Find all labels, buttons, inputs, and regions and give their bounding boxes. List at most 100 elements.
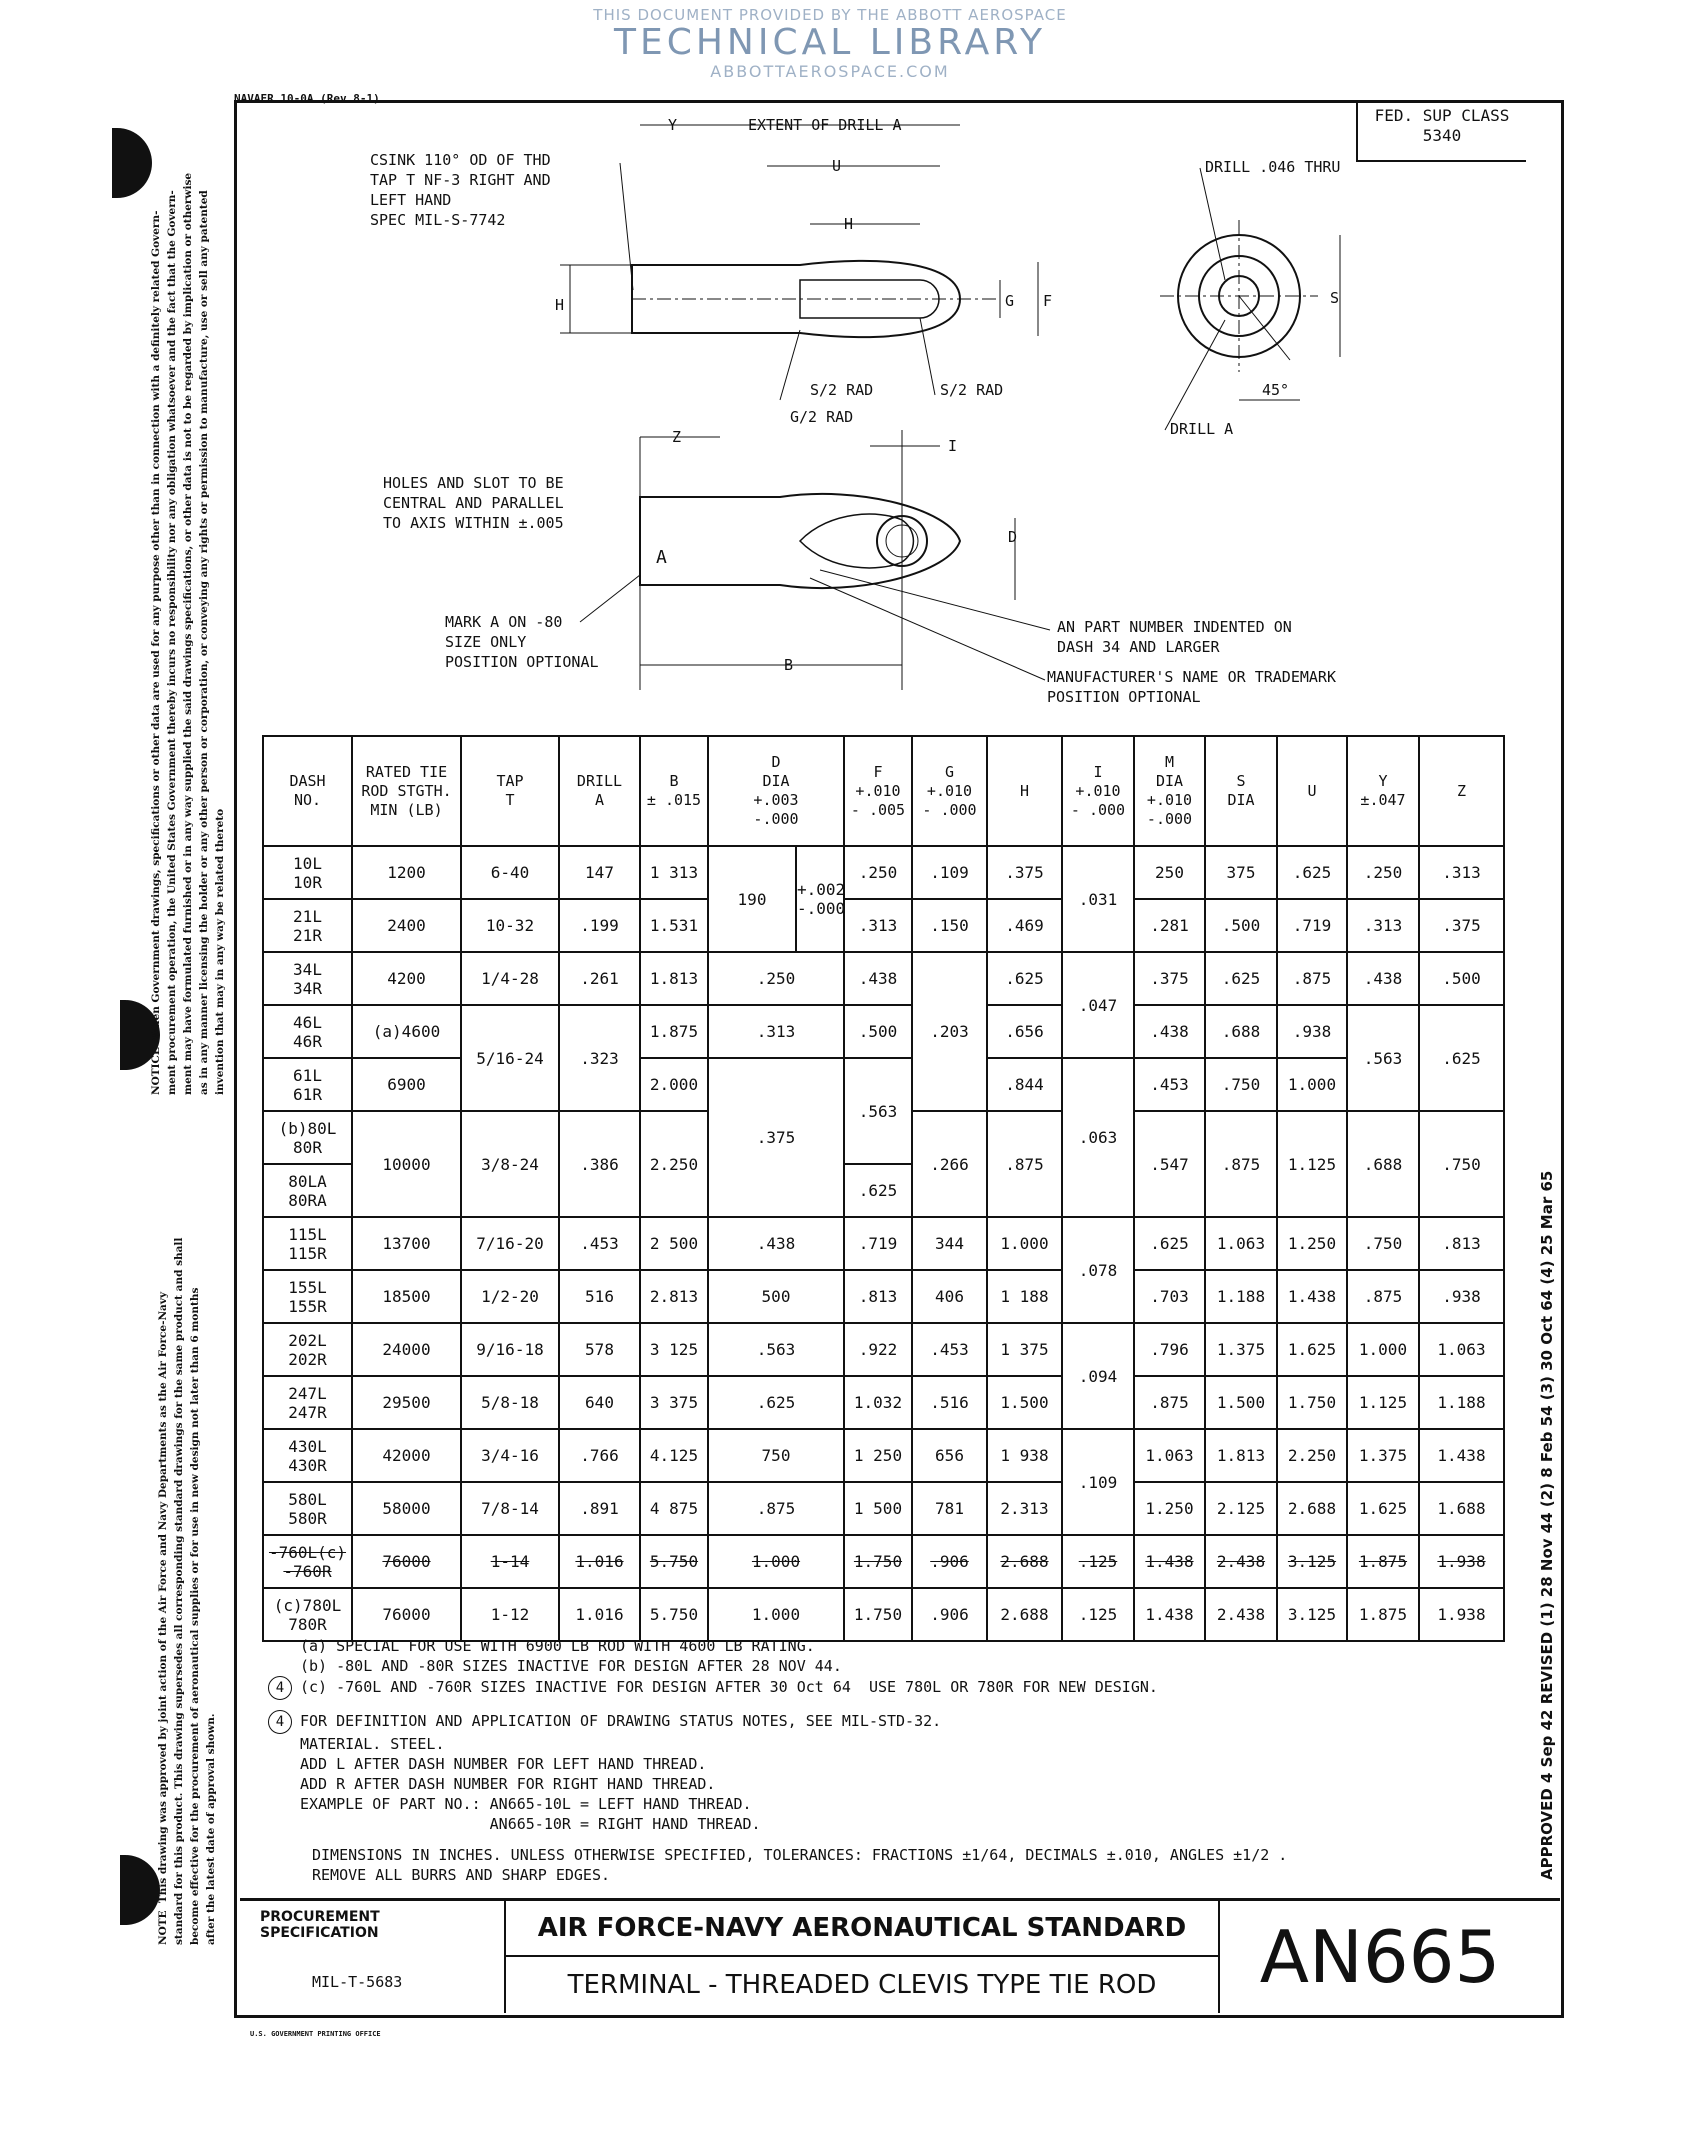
table-cell: 29500 — [351, 1375, 462, 1430]
table-cell: 1.188 — [1418, 1375, 1505, 1430]
table-cell: 1.500 — [986, 1375, 1063, 1430]
dim-b-label: B — [784, 656, 793, 674]
table-cell: 1 250 — [843, 1428, 913, 1483]
table-cell: 1.625 — [1346, 1481, 1420, 1536]
table-cell: 1.438 — [1276, 1269, 1348, 1324]
table-cell: 1.125 — [1276, 1110, 1348, 1218]
table-cell: 1-14 — [460, 1534, 560, 1589]
dim-u-label: U — [832, 157, 841, 175]
table-cell: 1/4-28 — [460, 951, 560, 1006]
dash-number-cell: 202L 202R — [262, 1322, 353, 1377]
table-cell: .813 — [1418, 1216, 1505, 1271]
table-cell: 1 500 — [843, 1481, 913, 1536]
dash-number-cell: 247L 247R — [262, 1375, 353, 1430]
table-row: 61L 61R 6900 2.000.375.563.844.063.453.750… — [262, 1057, 1504, 1218]
table-cell: .938 — [1418, 1269, 1505, 1324]
table-cell: 1.063 — [1133, 1428, 1206, 1483]
dash-number-cell: (c)780L 780R — [262, 1587, 353, 1642]
table-cell: .438 — [1346, 951, 1420, 1006]
clevis-side-view — [579, 430, 1051, 690]
table-cell: .625 — [843, 1163, 913, 1218]
holes-note-3: TO AXIS WITHIN ±.005 — [383, 514, 564, 532]
table-cell: 42000 — [351, 1428, 462, 1483]
dash-number-cell: 155L 155R — [262, 1269, 353, 1324]
note-line: EXAMPLE OF PART NO.: AN665-10L = LEFT HA… — [300, 1795, 752, 1813]
column-header: Y ±.047 — [1346, 735, 1420, 847]
table-cell: 2.438 — [1204, 1534, 1278, 1589]
table-row: 580L 580R 58000 7/8-14.891 4 875.875 1 500 78… — [262, 1481, 1505, 1536]
table-cell: 1.016 — [558, 1534, 641, 1589]
table-cell: .250 — [843, 845, 913, 900]
table-cell: 1.188 — [1204, 1269, 1278, 1324]
table-cell: 3 375 — [639, 1375, 709, 1430]
table-cell: 5/8-18 — [460, 1375, 560, 1430]
table-row: 34L 34R 4200 1/4-28.261 1.813.250.438.203.6… — [262, 951, 1505, 1112]
table-row: 247L 247R 29500 5/8-18 640 3 375.625 1.032.51… — [262, 1375, 1505, 1430]
table-cell: 1200 — [351, 845, 462, 900]
dash-number-cell: 115L 115R — [262, 1216, 353, 1271]
table-cell: 147 — [558, 845, 641, 900]
table-cell: .150 — [911, 898, 988, 953]
table-cell: .563 — [707, 1322, 845, 1377]
table-cell: 1.000 — [1276, 1057, 1348, 1112]
table-cell: 250 — [1133, 845, 1206, 900]
table-cell: .469 — [986, 898, 1063, 953]
note-line: ADD L AFTER DASH NUMBER FOR LEFT HAND TH… — [300, 1755, 707, 1773]
table-cell: .453 — [1133, 1057, 1206, 1112]
tolerance-notes: DIMENSIONS IN INCHES. UNLESS OTHERWISE S… — [312, 1845, 1287, 1885]
table-cell: 4 875 — [639, 1481, 709, 1536]
holes-note-2: CENTRAL AND PARALLEL — [383, 494, 564, 512]
dash-number-cell: 34L 34R — [262, 951, 353, 1006]
table-cell: 5/16-24 — [460, 1004, 560, 1112]
drill-a-label: DRILL A — [1170, 420, 1233, 438]
table-cell: 500 — [707, 1269, 845, 1324]
table-cell: .500 — [843, 1004, 913, 1059]
dim-h-label: H — [844, 215, 853, 233]
table-cell: 2.000 — [639, 1057, 709, 1112]
table-cell: 1.063 — [1204, 1216, 1278, 1271]
table-cell: .625 — [707, 1375, 845, 1430]
table-cell: .438 — [843, 951, 913, 1006]
table-cell: .875 — [1204, 1110, 1278, 1218]
column-header: I +.010 - .000 — [1061, 735, 1135, 847]
table-cell: .516 — [911, 1375, 988, 1430]
dash-number-cell: 10L 10R — [262, 845, 353, 900]
table-cell: +.002 -.000 — [795, 845, 845, 953]
table-cell: 1.875 — [639, 1004, 709, 1059]
part-title: TERMINAL - THREADED CLEVIS TYPE TIE ROD — [504, 1957, 1220, 2013]
table-cell: 4.125 — [639, 1428, 709, 1483]
mark-note-1: MARK A ON -80 — [445, 613, 562, 631]
mark-note-3: POSITION OPTIONAL — [445, 653, 599, 671]
table-cell: .688 — [1346, 1110, 1420, 1218]
table-cell: .625 — [1133, 1216, 1206, 1271]
table-cell: .375 — [1418, 898, 1505, 953]
table-cell: 2.438 — [1204, 1587, 1278, 1642]
table-cell: .875 — [1346, 1269, 1420, 1324]
table-cell: .906 — [911, 1534, 988, 1589]
table-row: 10L 10R 1200 6-40 147 1 313 190 +.002 -.000.25… — [262, 845, 1505, 953]
table-cell: 1.500 — [1204, 1375, 1278, 1430]
burrs-note: REMOVE ALL BURRS AND SHARP EDGES. — [312, 1866, 611, 1884]
table-cell: 1.750 — [843, 1587, 913, 1642]
table-cell: 9/16-18 — [460, 1322, 560, 1377]
table-cell: 2.688 — [986, 1534, 1063, 1589]
table-cell: 3 125 — [639, 1322, 709, 1377]
column-header: F +.010 - .005 — [843, 735, 913, 847]
note-line: MATERIAL. STEEL. — [300, 1735, 445, 1753]
table-cell: 10-32 — [460, 898, 560, 953]
s2-rad-label: S/2 RAD — [810, 381, 873, 399]
table-row: (c)780L 780R 76000 1-12 1.016 5.750 1.000 1.75… — [262, 1587, 1505, 1642]
table-cell: .313 — [843, 898, 913, 953]
table-cell: .047 — [1061, 951, 1135, 1059]
table-cell: 1.032 — [843, 1375, 913, 1430]
table-cell: .313 — [1418, 845, 1505, 900]
table-cell: .199 — [558, 898, 641, 953]
dash-number-cell: 430L 430R — [262, 1428, 353, 1483]
table-cell: 1.000 — [986, 1216, 1063, 1271]
note-a: (a) SPECIAL FOR USE WITH 6900 LB ROD WIT… — [300, 1637, 815, 1655]
column-header: Z — [1418, 735, 1505, 847]
table-cell: 1 313 — [639, 845, 709, 900]
table-cell: .261 — [558, 951, 641, 1006]
column-header: B ± .015 — [639, 735, 709, 847]
watermark-line1: THIS DOCUMENT PROVIDED BY THE ABBOTT AER… — [593, 6, 1067, 24]
